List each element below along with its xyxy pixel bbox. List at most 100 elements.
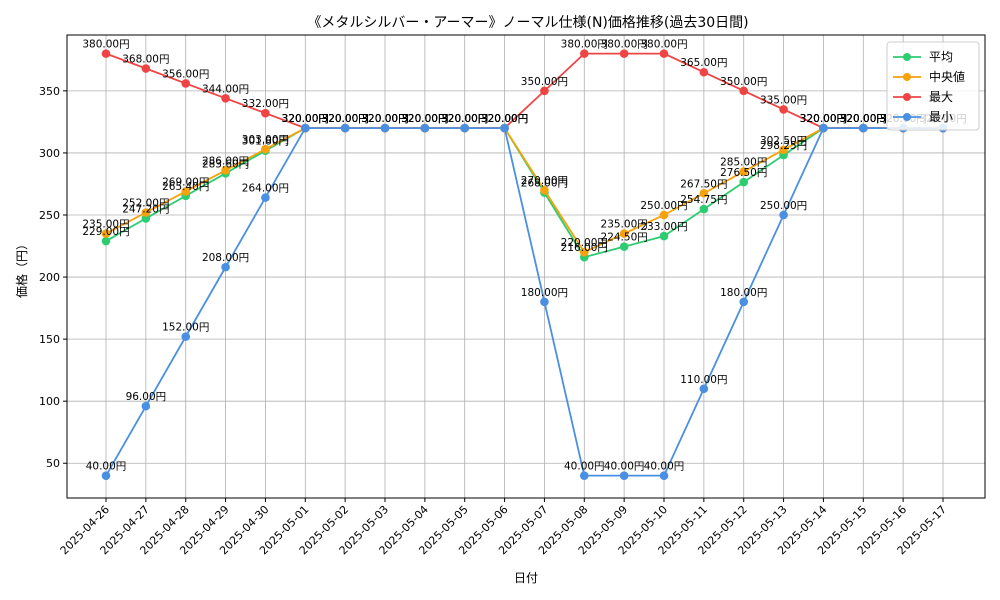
data-point [619,471,629,480]
data-label: 270.00円 [521,175,568,187]
data-point [858,123,868,133]
data-point [221,262,230,272]
data-label: 269.00円 [162,176,209,188]
data-label: 356.00円 [162,68,209,80]
data-label: 320.00円 [361,113,408,125]
data-point [739,86,749,96]
data-point [659,231,669,241]
data-label: 152.00円 [162,322,209,334]
data-point [619,242,629,251]
data-label: 320.00円 [401,113,448,125]
data-label: 286.00円 [202,155,249,167]
data-label: 380.00円 [561,39,608,51]
data-label: 320.00円 [282,113,329,125]
x-axis: 2025-04-262025-04-272025-04-282025-04-29… [58,498,949,557]
y-axis-label: 価格（円） [14,238,29,298]
data-label: 320.00円 [840,113,887,125]
legend-label: 最小 [929,110,953,124]
data-label: 320.00円 [800,113,847,125]
data-label: 320.00円 [282,113,329,125]
data-label: 40.00円 [564,461,605,473]
data-label: 320.00円 [441,113,488,125]
series-line [105,127,943,254]
data-label: 320.00円 [322,113,369,125]
data-label: 96.00円 [126,391,167,403]
data-label: 276.50円 [720,167,767,179]
series-line [105,52,943,130]
data-label: 252.00円 [122,198,169,210]
data-label: 332.00円 [242,98,289,110]
data-label: 335.00円 [760,94,807,106]
data-label: 320.00円 [481,113,528,125]
legend-marker [903,93,911,101]
data-label: 265.40円 [162,181,209,193]
legend-marker [903,73,911,81]
data-label: 250.00円 [760,200,807,212]
data-point [579,247,589,257]
data-point [261,193,270,202]
data-label: 320.00円 [840,113,887,125]
data-point [340,123,350,133]
grid [67,35,985,498]
data-label: 320.00円 [441,113,488,125]
data-point [699,188,709,198]
data-label: 254.75円 [680,194,727,206]
legend-label: 中央値 [929,69,965,84]
data-label: 283.60円 [202,158,249,170]
data-point [779,145,788,155]
data-label: 303.00円 [242,134,289,146]
data-point [739,167,749,176]
data-point [540,185,549,195]
data-labels: 229.00円 247.20円 265.40円 283.60円 301.80円 320.0… [82,39,966,473]
data-point [101,471,111,480]
data-label: 320.00円 [441,113,488,125]
legend-marker [903,113,911,121]
data-point [141,214,151,223]
data-label: 380.00円 [640,39,687,51]
data-label: 380.00円 [601,39,648,51]
data-label: 320.00円 [481,113,528,125]
data-label: 320.00円 [840,113,887,125]
data-label: 320.00円 [481,113,528,125]
data-point [141,401,151,411]
data-label: 344.00円 [202,83,249,95]
data-point [101,229,111,238]
data-label: 285.00円 [720,157,767,169]
data-label: 320.00円 [361,113,408,125]
data-label: 320.00円 [401,113,448,125]
data-point [261,108,270,118]
data-label: 216.00円 [561,242,608,254]
data-label: 320.00円 [800,113,847,125]
data-label: 301.80円 [242,136,289,148]
data-label: 235.00円 [82,219,129,231]
series-2 [101,123,948,257]
data-label: 320.00円 [401,113,448,125]
y-tick-label: 350 [39,85,60,98]
y-tick-label: 300 [39,147,60,160]
data-point [300,123,310,133]
data-point [699,67,709,77]
data-label: 302.50円 [760,135,807,147]
data-label: 229.00円 [82,226,129,238]
x-axis-label: 日付 [514,571,538,585]
data-label: 250.00円 [640,200,687,212]
data-point [101,49,111,58]
data-label: 320.00円 [800,113,847,125]
data-point [500,123,509,133]
data-label: 350.00円 [720,76,767,88]
data-point [181,187,191,196]
data-label: 320.00円 [401,113,448,125]
data-point [779,210,788,220]
data-point [699,384,709,394]
data-point [101,236,111,246]
data-label: 320.00円 [361,113,408,125]
data-label: 233.00円 [640,221,687,233]
data-point [181,79,191,88]
data-point [540,297,549,307]
data-point [261,144,270,154]
y-tick-label: 200 [39,271,60,284]
data-label: 320.00円 [481,113,528,125]
